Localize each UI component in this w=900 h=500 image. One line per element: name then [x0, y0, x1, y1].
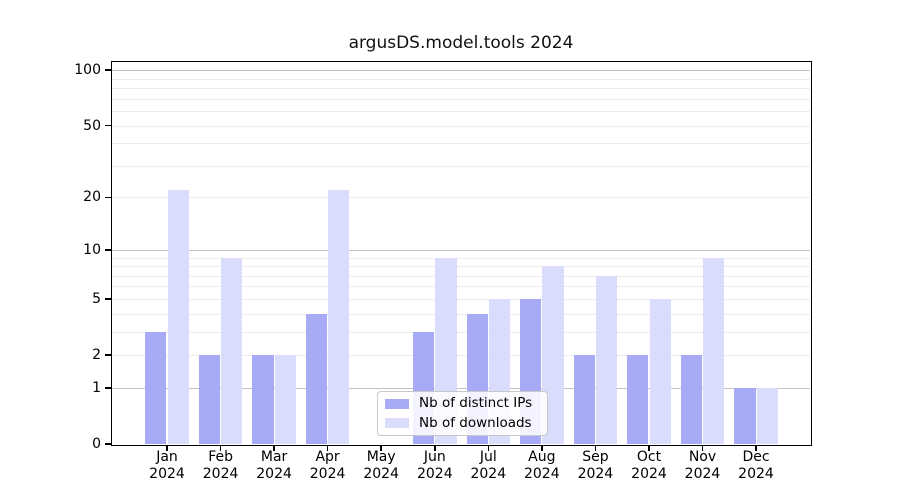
- y-tick-label-50: 50: [83, 117, 101, 134]
- bar-distinct-ips-sep: [573, 355, 595, 444]
- x-tick-label-may: May 2024: [363, 449, 399, 482]
- y-gridline-minor-50: [112, 125, 810, 127]
- bar-distinct-ips-nov: [680, 355, 702, 444]
- x-tick-jul: [487, 445, 489, 451]
- x-tick-label-oct: Oct 2024: [631, 449, 667, 482]
- y-tick-20: [104, 196, 111, 199]
- legend-swatch-distinct-ips: [385, 399, 409, 409]
- x-tick-jun: [434, 445, 436, 451]
- y-tick-100: [104, 69, 111, 71]
- x-tick-dec: [755, 445, 757, 451]
- y-tick-2: [104, 354, 111, 356]
- y-tick-0: [104, 443, 111, 445]
- bar-distinct-ips-dec: [734, 387, 756, 444]
- y-gridline-minor-2: [112, 355, 810, 356]
- y-tick-label-2: 2: [92, 347, 101, 363]
- x-tick-jan: [166, 445, 168, 451]
- x-tick-sep: [594, 445, 597, 451]
- bar-downloads-nov: [703, 257, 725, 444]
- bar-downloads-jan: [167, 190, 189, 444]
- x-tick-may: [380, 445, 382, 451]
- x-tick-label-apr: Apr 2024: [309, 449, 346, 482]
- bar-distinct-ips-jan: [145, 331, 167, 444]
- gridlines-layer: [112, 62, 810, 444]
- y-gridline-minor-8: [112, 266, 810, 267]
- x-tick-feb: [219, 445, 222, 451]
- y-gridline-minor-9: [112, 257, 810, 259]
- x-tick-mar: [273, 445, 275, 451]
- x-tick-aug: [541, 445, 543, 451]
- x-tick-label-sep: Sep 2024: [577, 449, 614, 482]
- x-tick-label-jan: Jan 2024: [149, 449, 185, 482]
- x-tick-label-jun: Jun 2024: [416, 449, 453, 482]
- bar-distinct-ips-apr: [305, 313, 328, 444]
- legend: Nb of distinct IPs Nb of downloads: [377, 391, 548, 436]
- y-tick-label-10: 10: [83, 241, 101, 258]
- x-tick-label-nov: Nov 2024: [684, 449, 721, 482]
- bar-downloads-apr: [328, 190, 350, 444]
- bar-downloads-sep: [595, 275, 618, 444]
- y-gridline-minor-6: [112, 286, 810, 288]
- y-tick-label-5: 5: [92, 290, 101, 307]
- y-tick-1: [104, 387, 111, 389]
- bar-distinct-ips-mar: [252, 355, 274, 444]
- y-tick-10: [104, 249, 111, 251]
- x-tick-label-mar: Mar 2024: [256, 449, 292, 482]
- y-gridline-minor-20: [112, 197, 810, 199]
- x-tick-apr: [326, 445, 329, 451]
- y-gridline-minor-30: [112, 165, 810, 167]
- y-gridline-major-1: [112, 387, 810, 389]
- bar-distinct-ips-oct: [627, 355, 649, 444]
- legend-swatch-downloads: [385, 418, 409, 428]
- y-tick-label-0: 0: [92, 436, 101, 452]
- y-tick-50: [104, 124, 111, 127]
- legend-label-downloads: Nb of downloads: [419, 414, 532, 431]
- y-gridline-minor-80: [112, 88, 810, 90]
- y-tick-label-100: 100: [74, 62, 101, 79]
- legend-item-distinct-ips: Nb of distinct IPs: [378, 396, 547, 411]
- y-gridline-minor-60: [112, 111, 810, 112]
- y-gridline-minor-7: [112, 275, 810, 277]
- y-tick-label-20: 20: [83, 189, 101, 206]
- chart-title: argusDS.model.tools 2024: [348, 33, 574, 53]
- bar-distinct-ips-feb: [198, 355, 221, 444]
- y-gridline-minor-5: [112, 298, 810, 300]
- legend-label-distinct-ips: Nb of distinct IPs: [419, 395, 533, 412]
- x-tick-label-jul: Jul 2024: [470, 449, 507, 482]
- bar-downloads-oct: [649, 298, 671, 444]
- x-tick-label-dec: Dec 2024: [738, 449, 774, 482]
- bar-downloads-dec: [756, 387, 778, 444]
- bar-downloads-feb: [221, 257, 243, 444]
- y-gridline-major-10: [112, 249, 810, 251]
- legend-item-downloads: Nb of downloads: [378, 414, 547, 431]
- y-tick-5: [104, 298, 111, 300]
- x-tick-nov: [701, 445, 704, 451]
- x-tick-label-aug: Aug 2024: [523, 449, 560, 482]
- y-gridline-minor-3: [112, 331, 810, 333]
- x-tick-label-feb: Feb 2024: [202, 449, 239, 482]
- y-gridline-minor-4: [112, 313, 810, 315]
- bar-downloads-mar: [274, 355, 296, 444]
- y-gridline-major-100: [112, 70, 810, 72]
- y-gridline-minor-90: [112, 78, 810, 80]
- y-tick-label-1: 1: [92, 379, 101, 396]
- x-tick-oct: [648, 445, 650, 451]
- bars-layer: [112, 62, 810, 444]
- y-gridline-minor-40: [112, 143, 810, 145]
- y-gridline-minor-70: [112, 98, 810, 100]
